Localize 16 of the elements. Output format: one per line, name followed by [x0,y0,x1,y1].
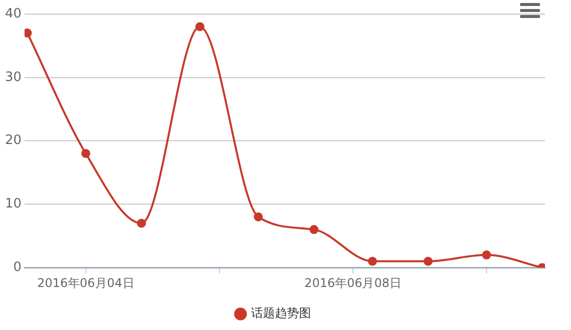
point [136,218,146,228]
y-tick-label: 40 [4,6,22,22]
point [368,256,377,266]
y-tick-label: 10 [4,196,22,212]
y-tick-label: 20 [4,133,22,148]
point [424,256,433,266]
y-tick-label: 30 [4,70,22,85]
x-tick-label: 2016年06月04日 [37,276,134,290]
point [81,148,90,158]
legend-label: 话题趋势图 [251,306,311,320]
x-tick-label: 2016年06月08日 [304,276,402,290]
y-tick-label: 0 [13,260,22,275]
point [195,22,204,32]
point [482,250,492,260]
point [254,212,263,222]
point [309,225,318,234]
